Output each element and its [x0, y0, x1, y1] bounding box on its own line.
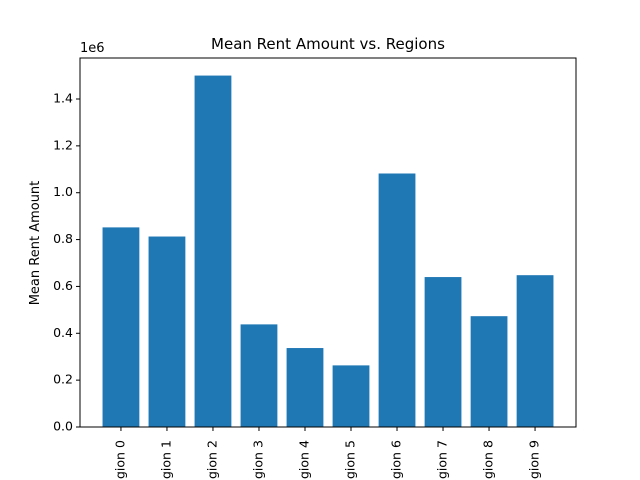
- y-tick-label-3: 0.6: [53, 278, 73, 293]
- x-tick-label-0: gion 0: [112, 440, 127, 479]
- bar-0: [102, 227, 140, 427]
- x-tick-label-6: gion 6: [389, 440, 404, 479]
- x-tick-label-2: gion 2: [204, 440, 219, 479]
- bar-2: [194, 75, 232, 428]
- x-tick-label-9: gion 9: [527, 440, 542, 479]
- y-axis-label: Mean Rent Amount: [28, 181, 43, 306]
- bar-3: [240, 324, 278, 427]
- bar-8: [470, 316, 508, 427]
- x-tick-label-8: gion 8: [481, 440, 496, 479]
- bar-1: [148, 236, 186, 427]
- bar-5: [332, 365, 370, 427]
- x-tick-label-5: gion 5: [343, 440, 358, 479]
- x-tick-label-7: gion 7: [435, 440, 450, 479]
- y-axis-offset-label: 1e6: [80, 41, 105, 56]
- bar-9: [516, 275, 554, 427]
- x-tick-label-1: gion 1: [158, 440, 173, 479]
- y-tick-label-4: 0.8: [53, 231, 73, 246]
- y-tick-label-1: 0.2: [53, 372, 73, 387]
- bar-6: [378, 173, 416, 427]
- y-tick-label-6: 1.2: [53, 137, 73, 152]
- y-tick-label-2: 0.4: [53, 325, 73, 340]
- bar-7: [424, 277, 462, 427]
- x-axis-ticks: gion 0 gion 1 gion 2 gion 3 gion 4 gion 5 gion…: [112, 427, 542, 479]
- bar-4: [286, 348, 324, 427]
- y-tick-label-0: 0.0: [53, 419, 73, 434]
- plot-frame: [79, 57, 577, 428]
- x-tick-label-3: gion 3: [250, 440, 265, 479]
- y-tick-label-7: 1.4: [53, 91, 73, 106]
- chart-title: Mean Rent Amount vs. Regions: [211, 35, 445, 53]
- bars-group: [102, 75, 554, 428]
- y-axis-ticks: 0.0 0.2 0.4 0.6 0.8 1.0 1.2 1.4: [53, 91, 80, 434]
- y-tick-label-5: 1.0: [53, 184, 73, 199]
- x-tick-label-4: gion 4: [296, 440, 311, 479]
